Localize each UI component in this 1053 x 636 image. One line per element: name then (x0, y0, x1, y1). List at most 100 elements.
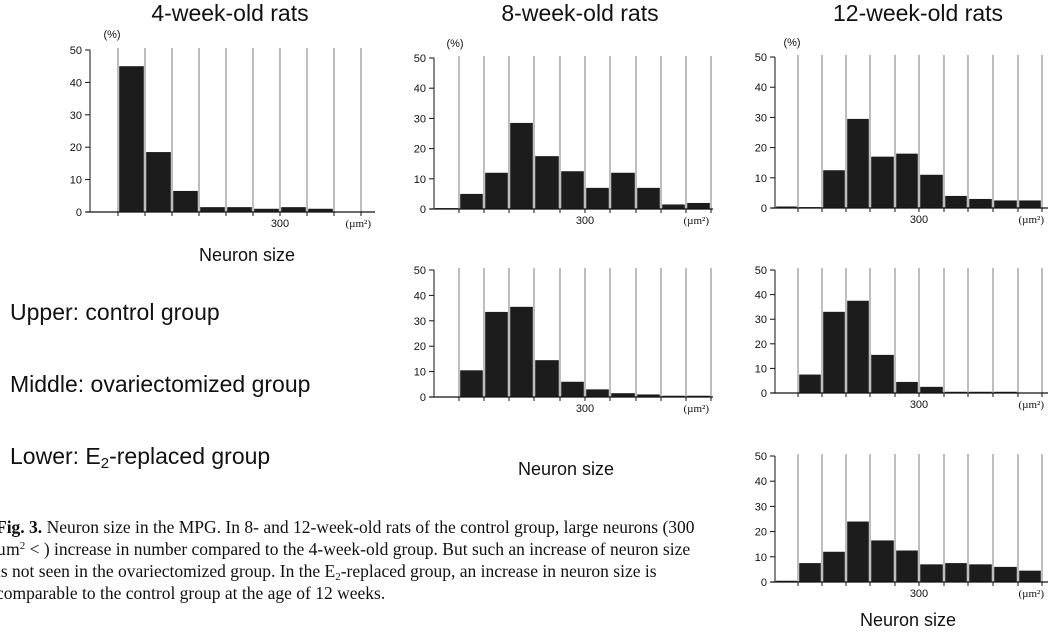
histogram-panel-6: 0 10 20 30 40 50 300 (µm²) (755, 451, 1048, 600)
caption-part3: -replaced group, an increase in neuron s… (0, 561, 657, 603)
bar-3 (823, 551, 845, 582)
y-tick-label-40: 40 (755, 290, 767, 302)
figure-caption: Fig. 3. Neuron size in the MPG. In 8- an… (0, 516, 700, 604)
y-unit-label: (%) (103, 29, 120, 41)
bar-6 (561, 381, 584, 397)
bar-9 (969, 198, 992, 208)
y-tick-label-10: 10 (755, 552, 767, 564)
caption-part2: < ) increase in number compared to the 4… (0, 539, 691, 581)
y-tick-label-30: 30 (414, 113, 426, 125)
x-tick-label-300: 300 (271, 218, 289, 230)
bar-4 (510, 122, 533, 209)
y-unit-label: (%) (783, 37, 800, 49)
histogram-panel-5: 0 10 20 30 40 50 300 (µm²) (755, 265, 1048, 411)
y-tick-label-10: 10 (755, 173, 767, 185)
bar-9 (969, 391, 992, 393)
bar-10 (994, 200, 1017, 208)
legend-middle: Middle: ovariectomized group (10, 371, 311, 397)
y-tick-label-50: 50 (755, 451, 767, 463)
bar-10 (662, 395, 685, 397)
y-tick-label-0: 0 (420, 204, 426, 216)
y-tick-label-40: 40 (414, 83, 426, 95)
bar-10 (994, 566, 1017, 582)
bar-6 (896, 550, 918, 582)
y-tick-label-20: 20 (755, 527, 767, 539)
bar-2 (460, 370, 483, 397)
y-tick-label-0: 0 (761, 203, 767, 215)
legend-lower-sub: 2 (100, 455, 110, 472)
y-tick-label-30: 30 (755, 501, 767, 513)
bar-8 (611, 393, 635, 397)
bar-4 (847, 521, 869, 582)
x-unit-label: (µm²) (1018, 588, 1044, 600)
y-tick-label-40: 40 (755, 82, 767, 94)
bar-8 (611, 172, 635, 209)
caption-sup: 2 (19, 540, 26, 552)
bar-5 (871, 540, 894, 582)
bar-9 (637, 187, 660, 209)
histogram-panel-4: 0 10 20 30 40 50 300 (µm²) (%) (755, 37, 1048, 226)
y-tick-label-0: 0 (420, 392, 426, 404)
caption-fig-label: Fig. 3. (0, 517, 43, 537)
bar-2 (799, 374, 821, 393)
y-tick-label-0: 0 (76, 207, 82, 219)
bar-11 (687, 202, 710, 209)
bar-4 (847, 300, 869, 393)
xlabel-8-week: Neuron size (517, 459, 615, 479)
bar-2 (119, 66, 144, 212)
y-tick-label-40: 40 (755, 476, 767, 488)
legend-lower-suffix: -replaced group (109, 443, 271, 469)
bar-5 (535, 360, 559, 397)
histogram-panel-2: 0 10 20 30 40 50 300 (µm²) (%) (414, 38, 713, 227)
y-tick-label-20: 20 (755, 143, 767, 155)
y-tick-label-30: 30 (755, 112, 767, 124)
bar-10 (994, 391, 1017, 393)
title-12-week: 12-week-old rats (832, 0, 1004, 26)
bar-1 (776, 580, 797, 582)
y-tick-label-20: 20 (70, 142, 82, 154)
histogram-panel-1: 0 10 20 30 40 50 300 (µm²) (%) (70, 29, 375, 230)
bar-5 (200, 207, 225, 212)
x-unit-label: (µm²) (683, 215, 709, 227)
y-tick-label-50: 50 (755, 52, 767, 64)
bar-5 (871, 354, 894, 393)
bar-7 (920, 386, 943, 393)
bar-11 (687, 395, 710, 397)
histogram-panel-3: 0 10 20 30 40 50 300 (µm²) (414, 265, 713, 415)
y-tick-label-50: 50 (414, 53, 426, 65)
title-8-week: 8-week-old rats (501, 0, 659, 26)
y-tick-label-10: 10 (755, 363, 767, 375)
bar-7 (254, 208, 279, 212)
y-tick-label-30: 30 (70, 110, 82, 122)
y-tick-label-10: 10 (414, 367, 426, 379)
bar-7 (586, 187, 609, 209)
y-tick-label-20: 20 (414, 341, 426, 353)
bar-1 (776, 206, 797, 208)
legend-lower: Lower: E2-replaced group (10, 443, 270, 472)
bar-10 (662, 204, 685, 209)
y-tick-label-20: 20 (755, 339, 767, 351)
y-tick-label-50: 50 (70, 45, 82, 57)
x-tick-label-300: 300 (576, 215, 594, 227)
bar-5 (535, 156, 559, 209)
bar-7 (920, 174, 943, 208)
bar-2 (460, 193, 483, 209)
bar-6 (896, 153, 918, 208)
x-unit-label: (µm²) (683, 403, 709, 415)
y-tick-label-40: 40 (70, 77, 82, 89)
x-unit-label: (µm²) (1018, 214, 1044, 226)
bar-6 (896, 381, 918, 393)
bar-4 (173, 190, 198, 212)
bar-11 (1019, 200, 1041, 208)
x-unit-label: (µm²) (345, 218, 371, 230)
bar-9 (637, 394, 660, 397)
xlabel-12-week: Neuron size (859, 610, 957, 630)
bar-3 (823, 311, 845, 393)
x-tick-label-300: 300 (576, 403, 594, 415)
y-tick-label-20: 20 (414, 144, 426, 156)
legend-upper: Upper: control group (10, 299, 220, 325)
y-tick-label-0: 0 (761, 388, 767, 400)
x-tick-label-300: 300 (910, 399, 928, 411)
bar-5 (871, 156, 894, 208)
